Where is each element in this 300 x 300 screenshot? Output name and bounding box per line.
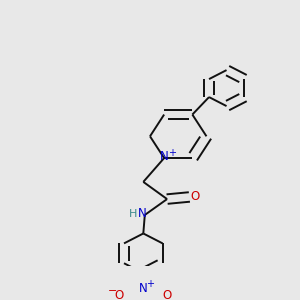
Text: O: O [114,290,123,300]
Text: O: O [190,190,200,203]
Text: N: N [139,282,148,295]
Text: N: N [137,207,146,220]
Text: +: + [167,148,175,158]
Text: −: − [108,286,117,296]
Text: O: O [163,290,172,300]
Text: +: + [146,279,154,289]
Text: H: H [129,208,138,219]
Text: N: N [160,150,169,163]
